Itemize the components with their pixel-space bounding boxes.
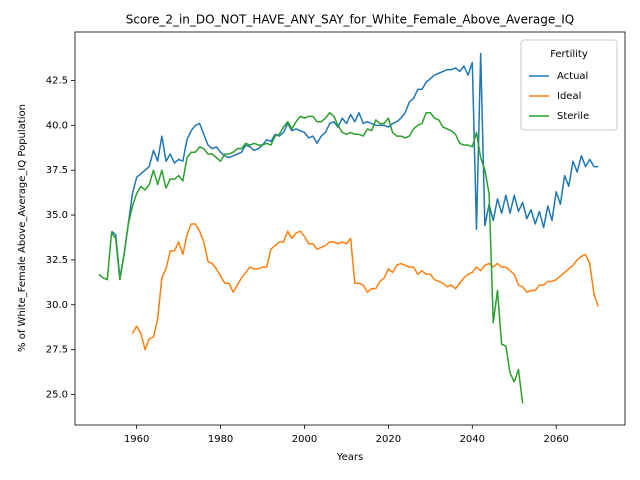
legend-label: Ideal: [557, 91, 581, 102]
chart-title: Score_2_in_DO_NOT_HAVE_ANY_SAY_for_White…: [126, 13, 575, 27]
legend-box: [520, 39, 618, 131]
x-axis-label: Years: [336, 452, 363, 463]
y-tick-label: 27.5: [46, 345, 68, 356]
y-tick-label: 40.0: [46, 120, 68, 131]
legend-title: Fertility: [550, 49, 588, 60]
x-tick-label: 2040: [460, 434, 485, 445]
y-tick-label: 37.5: [46, 165, 68, 176]
legend-label: Sterile: [557, 111, 589, 122]
data-line: [98, 112, 524, 404]
y-tick-label: 42.5: [46, 75, 68, 86]
y-tick-label: 30.0: [46, 300, 68, 311]
x-tick-label: 2000: [292, 434, 317, 445]
x-tick-label: 1980: [208, 434, 233, 445]
y-tick-label: 32.5: [46, 255, 68, 266]
y-tick-label: 35.0: [46, 210, 68, 221]
x-tick-label: 1960: [124, 434, 149, 445]
data-line: [131, 223, 599, 351]
x-tick-label: 2060: [543, 434, 568, 445]
y-axis-label: % of White_Female Above_Average_IQ Popul…: [17, 104, 28, 352]
plot-frame: [74, 31, 626, 426]
y-tick-label: 25.0: [46, 389, 68, 400]
data-line: [111, 52, 599, 279]
x-tick-label: 2020: [376, 434, 401, 445]
legend-label: Actual: [557, 71, 588, 82]
